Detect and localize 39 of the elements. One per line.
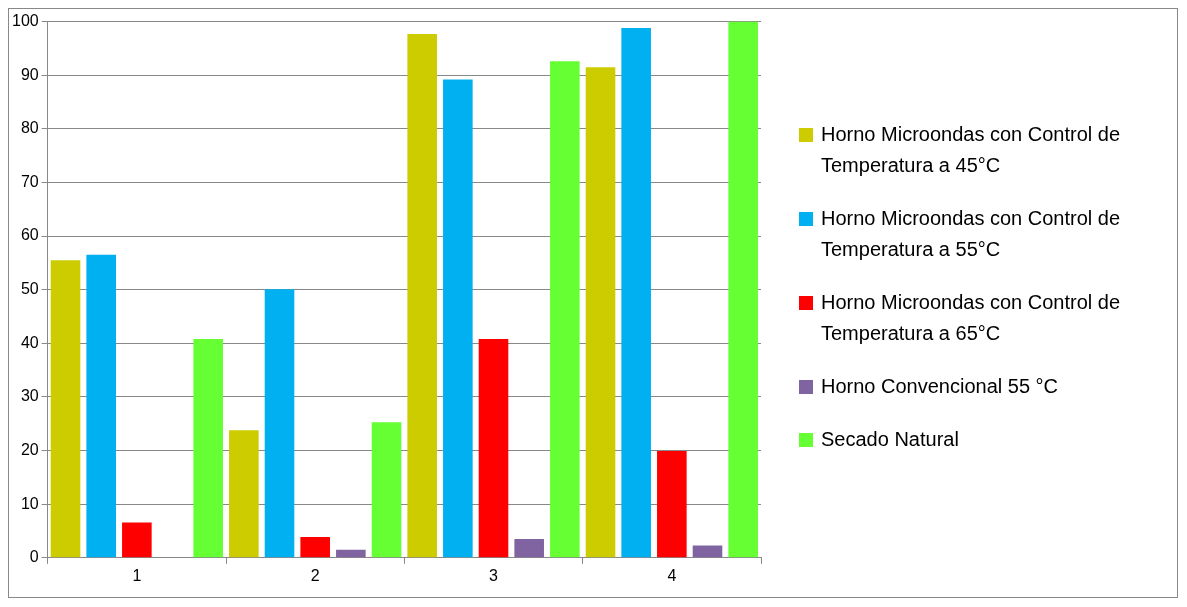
bar bbox=[122, 522, 152, 558]
bar bbox=[550, 61, 580, 558]
legend-label: Horno Convencional 55 °C bbox=[821, 374, 1059, 399]
bar bbox=[371, 422, 402, 558]
x-tick-label: 4 bbox=[667, 566, 677, 584]
y-tick-label: 60 bbox=[20, 226, 39, 244]
x-tick-label: 2 bbox=[310, 566, 320, 584]
bar bbox=[300, 536, 330, 558]
legend-label: Horno Microondas con Control de Temperatura a 45°C bbox=[821, 122, 1122, 178]
bar bbox=[193, 339, 223, 558]
bar bbox=[585, 67, 616, 558]
y-tick-label: 30 bbox=[20, 387, 39, 405]
x-tick-label: 3 bbox=[489, 566, 499, 584]
legend-label: Horno Microondas con Control de Temperatura a 65°C bbox=[821, 290, 1122, 346]
bar bbox=[657, 451, 687, 558]
y-tick-label: 0 bbox=[29, 548, 39, 566]
bar bbox=[621, 28, 651, 558]
y-tick-label: 100 bbox=[11, 12, 39, 30]
bar bbox=[692, 545, 723, 558]
bar bbox=[86, 254, 116, 558]
bar bbox=[728, 21, 758, 558]
bar bbox=[264, 289, 295, 558]
bar bbox=[407, 33, 437, 558]
x-tick-label: 1 bbox=[132, 566, 142, 584]
bar bbox=[514, 539, 544, 558]
y-tick-label: 50 bbox=[20, 280, 39, 298]
bar bbox=[229, 430, 259, 558]
y-tick-label: 40 bbox=[20, 333, 39, 351]
bar bbox=[336, 549, 366, 558]
legend-label: Secado Natural bbox=[821, 427, 959, 452]
y-tick-label: 10 bbox=[20, 494, 39, 512]
y-tick-label: 20 bbox=[20, 440, 39, 458]
bar bbox=[50, 260, 81, 558]
y-tick-label: 70 bbox=[20, 172, 39, 190]
y-tick-label: 80 bbox=[20, 119, 39, 137]
bar bbox=[478, 339, 509, 558]
y-tick-label: 90 bbox=[20, 65, 39, 83]
bar bbox=[443, 79, 473, 558]
legend-label: Horno Microondas con Control de Temperatura a 55°C bbox=[821, 206, 1122, 262]
